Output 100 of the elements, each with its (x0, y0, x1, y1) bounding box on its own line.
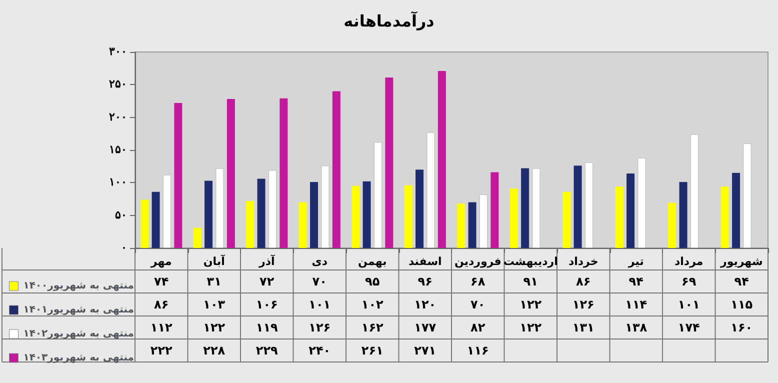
data-label: ۹۵ (365, 274, 380, 288)
bar (298, 202, 307, 248)
bar (668, 202, 676, 248)
legend-label: منتهی به شهریور۱۴۰۱ (23, 304, 134, 316)
bar (743, 143, 752, 248)
bar (193, 228, 202, 248)
data-label: ۱۰۲ (361, 298, 384, 312)
data-label: ۱۳۱ (572, 320, 594, 334)
data-label: ۱۰۶ (256, 298, 278, 312)
data-label: ۱۱۵ (730, 298, 753, 312)
data-label: ۱۰۱ (308, 298, 331, 312)
x-tick-label: مرداد (674, 255, 704, 268)
bar (246, 200, 254, 248)
bar (174, 102, 182, 248)
bar (468, 202, 476, 248)
data-label: ۷۰ (312, 274, 327, 288)
x-tick-label: آذر (258, 254, 275, 268)
data-label: ۹۱ (523, 274, 538, 288)
data-label: ۱۲۲ (203, 320, 226, 334)
bar (690, 134, 698, 248)
y-tick-label: ۵۰ (115, 209, 127, 222)
x-tick-label: اردیبهشت (503, 255, 558, 268)
bar (352, 186, 360, 248)
bar (385, 77, 394, 248)
data-label: ۱۶۰ (730, 320, 753, 334)
y-tick-label: ۱۰۰ (109, 176, 127, 189)
bar (479, 194, 488, 248)
bar (574, 166, 582, 248)
x-tick-label: شهریور (719, 255, 763, 268)
data-label: ۲۷۱ (414, 344, 436, 358)
bar (216, 168, 224, 248)
bar (416, 170, 424, 248)
bar (268, 170, 276, 248)
bar (679, 182, 688, 248)
bar (257, 178, 266, 248)
bar (280, 98, 288, 248)
bar (404, 185, 412, 248)
bar (310, 182, 318, 248)
bar (321, 166, 330, 248)
data-label: ۱۷۷ (414, 320, 437, 334)
data-label: ۶۹ (682, 274, 697, 288)
data-label: ۸۶ (576, 274, 591, 288)
bar (615, 186, 624, 248)
y-tick-label: ۳۰۰ (109, 46, 127, 58)
data-label: ۱۲۰ (414, 298, 436, 312)
data-label: ۱۶۲ (361, 320, 384, 334)
legend-label: منتهی به شهریور۱۴۰۲ (23, 328, 134, 340)
bar (532, 168, 540, 248)
y-tick-label: ۲۰۰ (109, 111, 127, 124)
data-label: ۱۰۱ (678, 298, 700, 312)
data-label: ۲۲۲ (150, 344, 174, 358)
data-label: ۱۱۹ (256, 320, 279, 334)
bar (490, 172, 499, 248)
data-label: ۱۱۲ (150, 320, 174, 334)
bar (426, 132, 435, 248)
chart-title: درآمدماهانه (344, 10, 434, 30)
bar (562, 192, 571, 248)
bar (152, 192, 160, 248)
bar (720, 186, 729, 248)
x-tick-label: آبان (203, 254, 226, 268)
bar (584, 162, 593, 248)
y-tick-label: ۰ (121, 242, 127, 254)
x-tick-label: اسفند (408, 255, 442, 268)
legend-label: منتهی به شهریور۱۴۰۳ (23, 352, 134, 364)
data-label: ۸۲ (470, 320, 486, 334)
bar (732, 172, 740, 248)
x-tick-label: بهمن (358, 255, 387, 268)
x-tick-label: فروردین (454, 255, 502, 268)
data-label: ۸۶ (154, 298, 169, 312)
data-label: ۳۱ (206, 274, 222, 288)
bar (626, 174, 635, 248)
bar (140, 200, 149, 248)
data-label: ۱۷۴ (678, 320, 700, 334)
legend-label: منتهی به شهریور۱۴۰۰ (23, 280, 134, 292)
data-label: ۱۲۶ (572, 298, 594, 312)
x-tick-label: خرداد (568, 255, 598, 268)
data-label: ۱۳۸ (625, 320, 648, 334)
bar (332, 91, 340, 248)
bar (510, 188, 518, 248)
data-label: ۷۴ (154, 274, 169, 288)
data-label: ۲۲۸ (203, 344, 226, 358)
data-label: ۷۰ (470, 298, 486, 312)
data-label: ۱۰۳ (203, 298, 226, 312)
bar (226, 99, 235, 248)
bar (362, 181, 371, 248)
bar (204, 180, 213, 248)
data-label: ۱۱۶ (466, 344, 489, 358)
data-label: ۲۶۱ (361, 344, 384, 358)
bar (374, 142, 382, 248)
bar (521, 168, 530, 248)
data-label: ۱۲۶ (308, 320, 331, 334)
data-label: ۹۴ (628, 274, 644, 288)
data-label: ۹۶ (418, 274, 432, 288)
x-tick-label: دی (312, 255, 328, 268)
data-label: ۶۸ (470, 274, 486, 288)
data-label: ۱۲۲ (520, 298, 542, 312)
bar (638, 158, 646, 248)
data-label: ۱۱۴ (625, 298, 648, 312)
y-tick-label: ۲۵۰ (109, 78, 127, 91)
data-label: ۲۴۰ (308, 344, 331, 358)
